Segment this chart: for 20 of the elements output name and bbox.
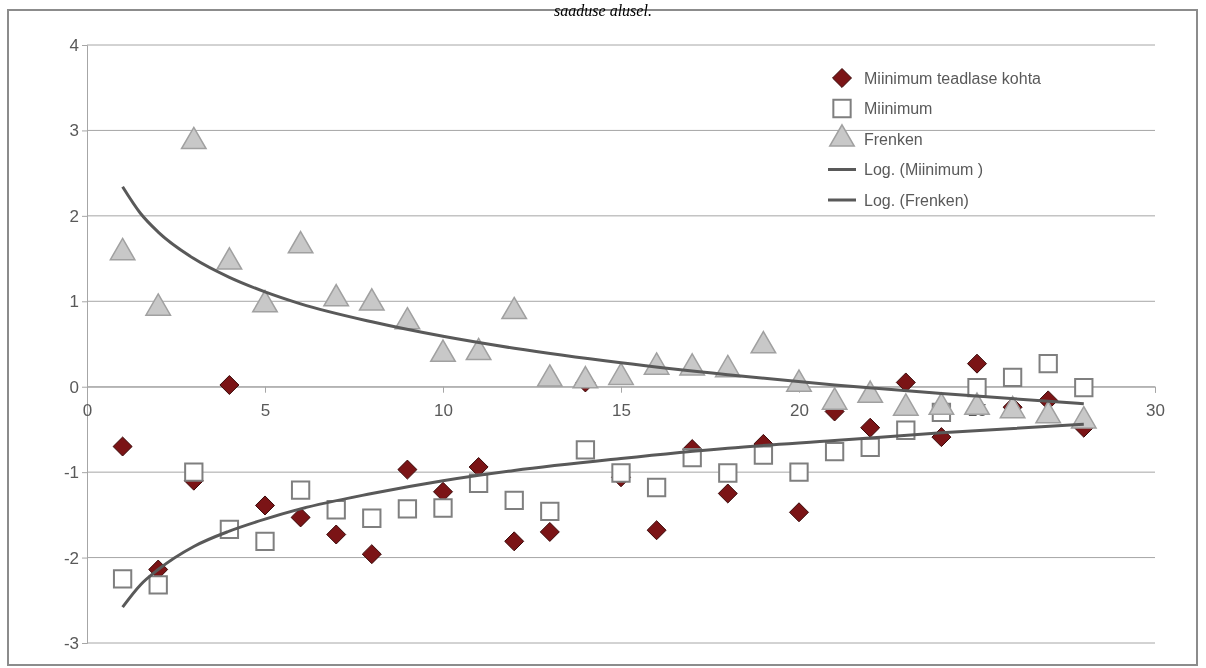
x-tick-label: 5 xyxy=(260,401,271,421)
legend-label: Frenken xyxy=(864,130,923,148)
x-tick-label: 30 xyxy=(1146,401,1165,421)
x-tick-label: 15 xyxy=(612,401,631,421)
text: saaduse alusel. xyxy=(554,2,652,19)
x-tick-label: 0 xyxy=(82,401,93,421)
y-tick-label: 0 xyxy=(69,377,79,397)
legend-label: Log. (Miinimum ) xyxy=(864,161,984,179)
y-tick-label: -1 xyxy=(63,463,79,483)
legend-label: Miinimum teadlase kohta xyxy=(864,69,1042,87)
y-tick-label: 2 xyxy=(69,206,79,226)
y-tick-label: 3 xyxy=(69,121,79,141)
legend-label: Log. (Frenken) xyxy=(864,191,969,209)
y-tick-label: 4 xyxy=(69,35,79,55)
x-tick-label: 10 xyxy=(434,401,453,421)
legend-label: Miinimum xyxy=(864,100,933,118)
y-tick-label: -2 xyxy=(63,548,79,568)
y-tick-label: 1 xyxy=(69,292,79,312)
x-tick-label: 20 xyxy=(790,401,809,421)
y-tick-label: -3 xyxy=(63,633,79,653)
